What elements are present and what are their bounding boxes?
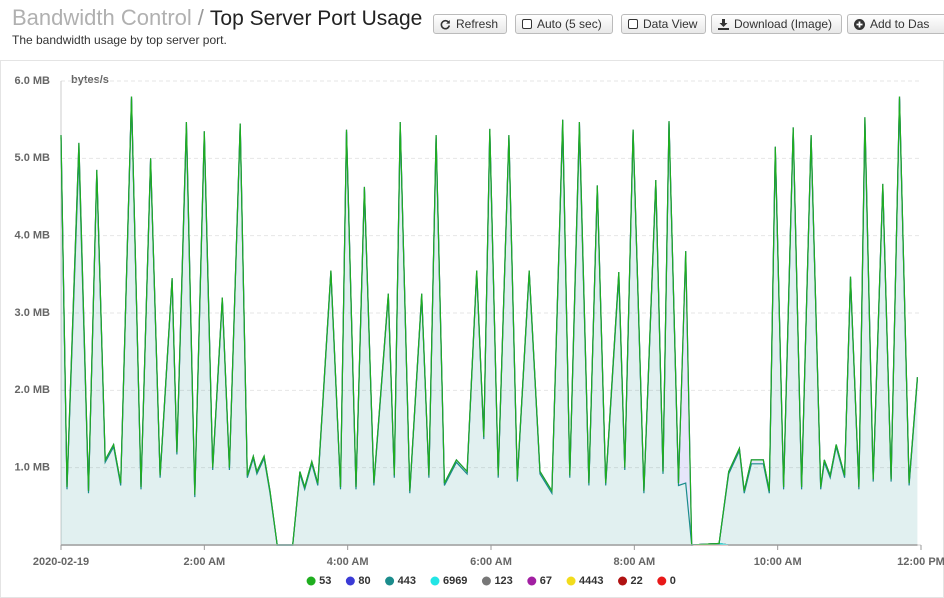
button-label: Data View [643,17,698,31]
legend-label: 80 [358,575,370,587]
x-tick-label: 8:00 AM [613,556,655,568]
button-label: Refresh [456,17,499,31]
legend-label: 67 [540,575,552,587]
x-tick-label: 2:00 AM [183,556,225,568]
x-tick-label: 10:00 AM [754,556,802,568]
breadcrumb-separator: / [197,5,204,30]
legend-marker [385,576,395,586]
y-tick-label: 5.0 MB [15,152,51,164]
data-view-button[interactable]: Data View [621,14,706,34]
legend-marker [306,576,316,586]
legend-label: 0 [670,575,676,587]
y-axis-label: bytes/s [71,74,109,86]
legend-label: 4443 [579,575,603,587]
area [61,98,918,546]
x-tick-label: 6:00 AM [470,556,512,568]
plus-icon [854,18,865,30]
legend-label: 6969 [443,575,467,587]
page-title: Top Server Port Usage [209,7,423,30]
legend-label: 443 [398,575,416,587]
legend-marker [618,576,628,586]
y-tick-label: 4.0 MB [15,230,51,242]
y-tick-label: 3.0 MB [15,307,51,319]
legend-label: 123 [494,575,512,587]
button-label: Download (Image) [734,17,833,31]
x-tick-label: 2020-02-19 [33,556,89,568]
x-tick-label: 12:00 PM [897,556,944,568]
legend-label: 22 [631,575,643,587]
breadcrumb: Bandwidth Control / Top Server Port Usage [12,5,422,31]
legend: 53 80 443 6969 123 67 4443 22 0 [306,575,676,587]
y-tick-label: 6.0 MB [15,75,51,87]
add-to-dashboard-button[interactable]: Add to Das [847,14,944,34]
auto-refresh-button[interactable]: Auto (5 sec) [515,14,613,34]
button-label: Auto (5 sec) [537,17,602,31]
legend-marker [566,576,576,586]
legend-marker [527,576,537,586]
line [60,96,918,546]
breadcrumb-parent[interactable]: Bandwidth Control [12,5,192,30]
refresh-button[interactable]: Refresh [433,14,507,34]
checkbox-icon [522,19,532,29]
checkbox-icon [628,19,638,29]
legend-marker [345,576,355,586]
legend-marker [481,576,491,586]
y-tick-label: 1.0 MB [15,462,51,474]
refresh-icon [440,19,451,29]
button-label: Add to Das [870,17,930,31]
download-icon [718,18,729,30]
y-tick-label: 2.0 MB [15,384,51,396]
x-tick-label: 4:00 AM [327,556,369,568]
legend-marker [430,576,440,586]
legend-label: 53 [319,575,331,587]
download-button[interactable]: Download (Image) [711,14,842,34]
legend-marker [657,576,667,586]
page-subtitle: The bandwidth usage by top server port. [12,33,227,47]
